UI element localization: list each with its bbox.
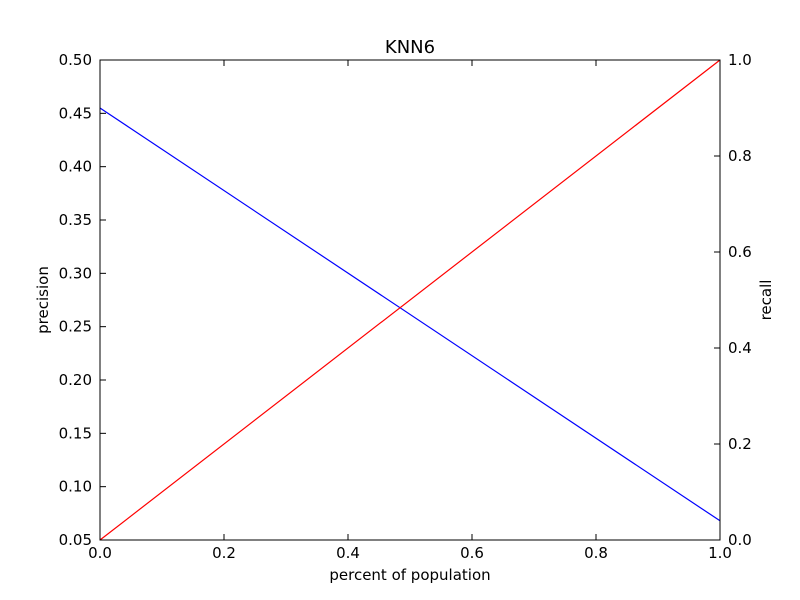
y-right-tick-label: 0.4: [728, 339, 752, 357]
y-axis-left-title: precision: [34, 266, 52, 334]
x-tick-label: 0.6: [460, 544, 484, 562]
y-left-tick-label: 0.10: [59, 478, 92, 496]
y-left-tick-label: 0.45: [59, 104, 92, 122]
x-tick-label: 0.2: [212, 544, 236, 562]
ticks-layer: 0.0 0.2 0.4 0.6 0.8 1.0 0.05 0.10 0.15 0.20 0.25 0.…: [59, 51, 752, 562]
plot-frame: [99, 59, 721, 541]
y-left-tick-label: 0.25: [59, 318, 92, 336]
series-line-precision: [99, 107, 721, 522]
y-axis-right-title: recall: [757, 280, 775, 321]
y-right-tick-label: 0.0: [728, 531, 752, 549]
x-tick-label: 1.0: [708, 544, 732, 562]
chart-title: KNN6: [385, 37, 435, 58]
y-right-tick-label: 0.8: [728, 147, 752, 165]
y-left-tick-label: 0.35: [59, 211, 92, 229]
y-right-tick-label: 1.0: [728, 51, 752, 69]
y-left-tick-label: 0.30: [59, 264, 92, 282]
y-left-tick-label: 0.50: [59, 51, 92, 69]
y-left-tick-label: 0.05: [59, 531, 92, 549]
x-tick-label: 0.8: [584, 544, 608, 562]
series-layer: [99, 59, 721, 541]
x-tick-label: 0.0: [88, 544, 112, 562]
y-left-tick-label: 0.20: [59, 371, 92, 389]
x-axis-title: percent of population: [329, 566, 490, 584]
y-right-tick-label: 0.6: [728, 243, 752, 261]
series-line-recall: [99, 59, 721, 541]
y-left-tick-label: 0.40: [59, 158, 92, 176]
y-right-tick-label: 0.2: [728, 435, 752, 453]
x-tick-label: 0.4: [336, 544, 360, 562]
y-left-tick-label: 0.15: [59, 424, 92, 442]
